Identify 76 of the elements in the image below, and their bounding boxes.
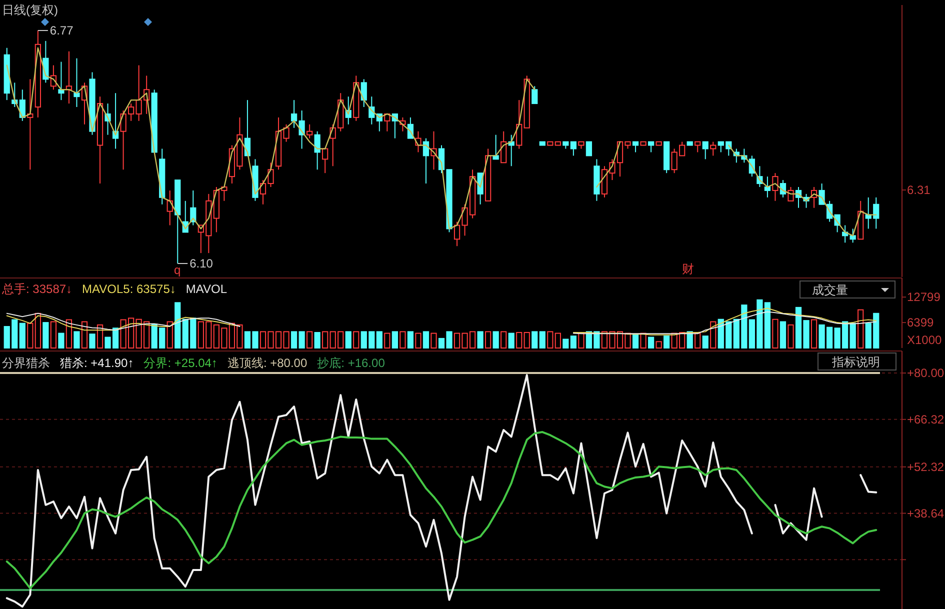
bar [345,331,352,348]
bar [306,331,313,348]
ref-line-label: 抄底: +16.00 [317,356,386,370]
bar [516,332,522,348]
y-tick-label: +66.32 [907,412,944,426]
bar [508,332,514,348]
bar [810,319,818,348]
bar [415,332,422,348]
bar [532,331,538,348]
bar [850,322,856,348]
series-label: MAVOL5: 63575↓ [82,282,176,296]
series-label: MAVOL [186,282,228,296]
annotation: 6.77 [50,24,74,38]
bar [34,312,41,348]
bar [50,321,57,348]
bar [656,341,662,348]
bar [74,331,80,348]
y-tick-label: 6399 [907,316,934,330]
bar [492,331,499,348]
y-axis-title: X1000 [907,333,942,347]
ref-line-label: 逃顶线: +80.00 [227,356,308,370]
text: 6.31 [907,183,931,197]
bar [407,331,414,348]
bar [376,331,382,348]
bar [27,322,34,348]
bar [640,332,646,348]
y-tick-label: +80.00 [907,366,944,380]
bar [562,338,569,348]
text: 成交量 [812,283,848,297]
bar [664,336,670,348]
bar [392,331,398,348]
bar [648,336,654,348]
bar [174,302,181,348]
annotation: 财 [682,262,694,276]
bar [772,318,778,348]
annotation: 6.10 [190,256,214,270]
bar [384,332,390,348]
annotation: 指标说明 [831,355,880,369]
bar [500,331,507,348]
bar [89,334,96,348]
bar [694,332,701,348]
bar [710,321,716,348]
bar [42,322,49,348]
bar [780,321,786,348]
bar [788,324,794,348]
bar [166,321,173,348]
bar [554,332,561,348]
bar [314,332,320,348]
text: 分界猎杀 [2,356,50,370]
bar [58,332,64,348]
bar [19,322,26,348]
bar [547,331,554,348]
bar [81,321,88,348]
bar [66,319,72,348]
bar [702,336,708,348]
y-tick-label: +52.32 [907,460,944,474]
bar [578,332,584,348]
bar [353,331,360,348]
bar [524,332,530,348]
bar [477,331,484,348]
bar [422,331,430,348]
series-label: 总手: 33587↓ [1,282,72,296]
y-tick-label: +38.64 [907,506,944,520]
bar [322,331,328,348]
annotation: q [174,263,181,277]
bar [858,309,864,348]
bar [430,332,437,348]
bar [400,331,406,348]
bar [485,331,492,348]
text: 猎杀: +41.90↑ [60,356,134,370]
bar [632,334,639,348]
bar [570,336,576,348]
y-tick-label: 12799 [907,290,941,304]
chart-title: 日线(复权) [2,3,58,17]
text: 分界: +25.04↑ [144,356,218,370]
bar [539,331,546,348]
